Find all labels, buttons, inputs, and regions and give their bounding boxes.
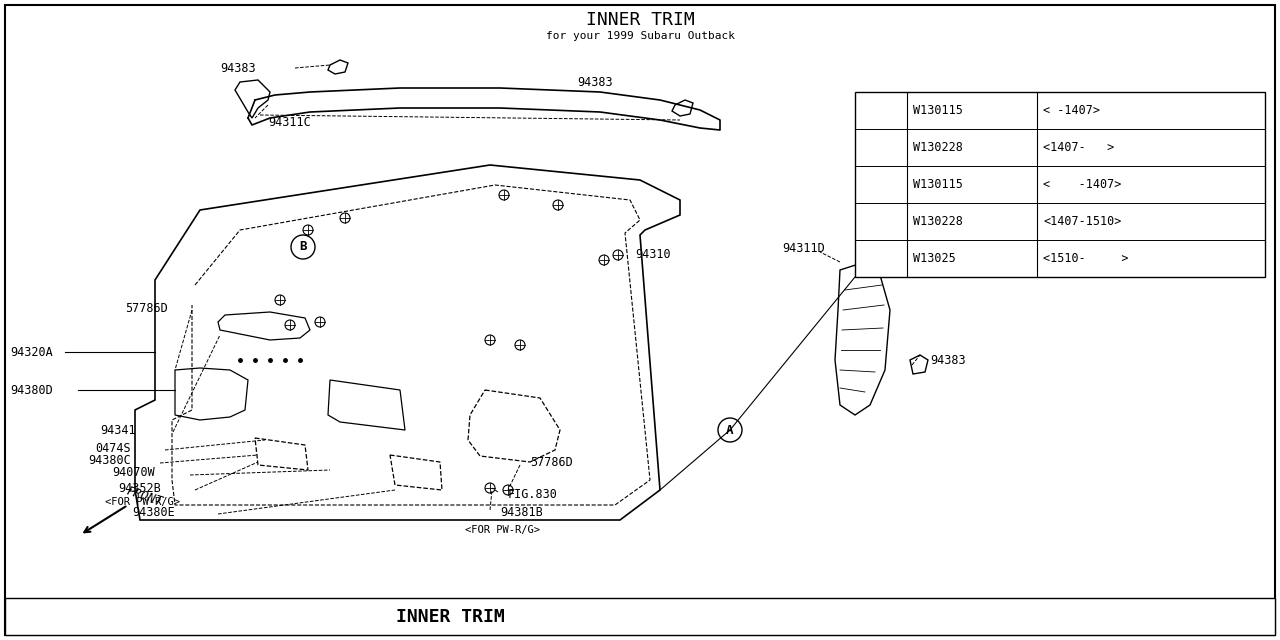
Text: 94380D: 94380D	[10, 383, 52, 397]
Text: INNER TRIM: INNER TRIM	[396, 608, 504, 626]
Text: <FOR PW-R/G>: <FOR PW-R/G>	[105, 497, 180, 507]
Text: 94381B: 94381B	[500, 506, 543, 520]
Text: <1510-     >: <1510- >	[1043, 252, 1129, 265]
Text: 57786D: 57786D	[530, 456, 572, 468]
Text: A940001435: A940001435	[1193, 620, 1260, 630]
Bar	[5, 598, 1275, 635]
Text: <    -1407>: < -1407>	[1043, 178, 1121, 191]
Text: 94320A: 94320A	[10, 346, 52, 358]
Bar	[855, 92, 1265, 277]
Text: FIG.830: FIG.830	[508, 488, 558, 502]
Text: W130228: W130228	[913, 215, 963, 228]
Text: <1407-1510>: <1407-1510>	[1043, 215, 1121, 228]
Text: 57786D: 57786D	[125, 301, 168, 314]
Text: <1407-   >: <1407- >	[1043, 141, 1115, 154]
Text: 94380C: 94380C	[88, 454, 131, 467]
Text: < -1407>: < -1407>	[1043, 104, 1100, 117]
Text: 94380E: 94380E	[132, 506, 175, 518]
Text: W130115: W130115	[913, 104, 963, 117]
Text: 94383: 94383	[931, 353, 965, 367]
Text: 94070W: 94070W	[113, 467, 155, 479]
Text: 94310: 94310	[635, 248, 671, 262]
Text: INNER TRIM: INNER TRIM	[586, 11, 694, 29]
Text: W13025: W13025	[913, 252, 956, 265]
Text: B: B	[877, 196, 884, 209]
Text: FRONT: FRONT	[125, 484, 165, 508]
Text: 94341: 94341	[100, 424, 136, 436]
Text: 94383: 94383	[220, 61, 256, 74]
Text: A: A	[877, 122, 884, 136]
Text: 94352B: 94352B	[118, 481, 161, 495]
Text: 94311D: 94311D	[782, 241, 824, 255]
Text: for your 1999 Subaru Outback: for your 1999 Subaru Outback	[545, 31, 735, 41]
Text: 94383: 94383	[577, 76, 613, 88]
Text: W130115: W130115	[913, 178, 963, 191]
Text: 94311C: 94311C	[268, 115, 311, 129]
Text: B: B	[300, 241, 307, 253]
Text: 0474S: 0474S	[95, 442, 131, 454]
Text: W130228: W130228	[913, 141, 963, 154]
Text: A: A	[726, 424, 733, 436]
Text: <FOR PW-R/G>: <FOR PW-R/G>	[465, 525, 540, 535]
